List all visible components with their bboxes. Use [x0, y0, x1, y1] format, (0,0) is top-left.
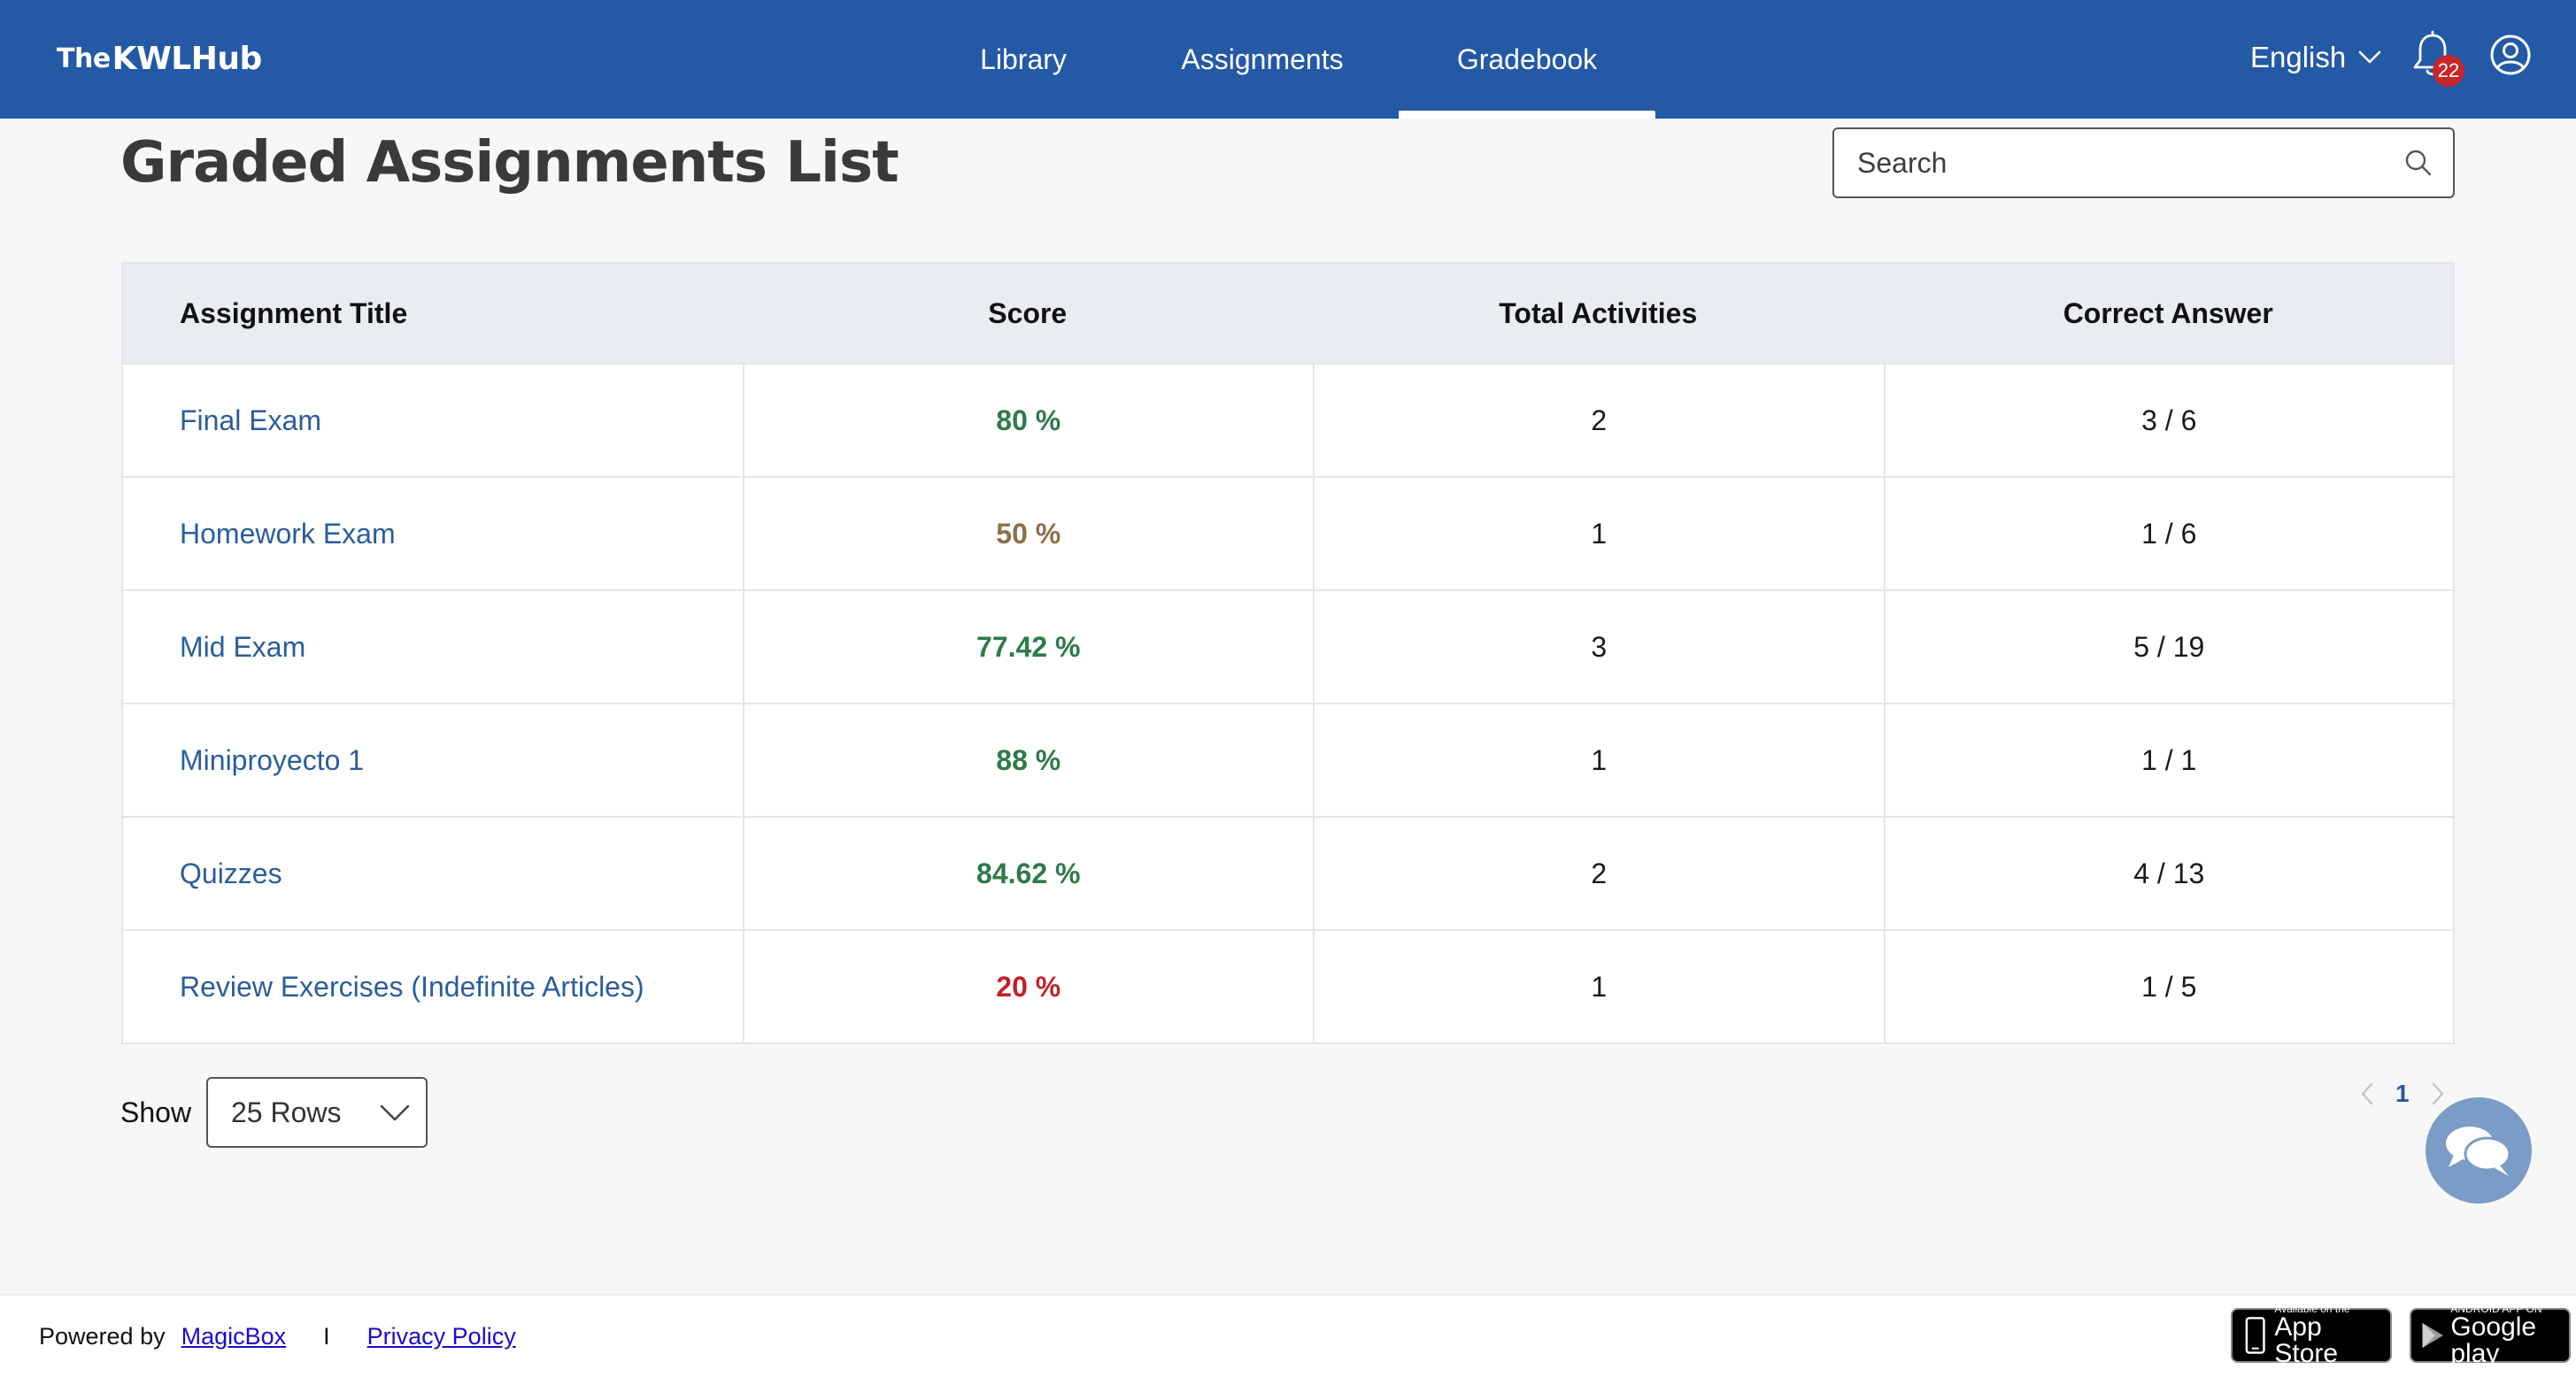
google-play-text: ANDROID APP ON Google play	[2450, 1304, 2569, 1367]
score-cell: 80 %	[742, 365, 1314, 476]
table-row: Miniproyecto 1 88 % 1 1 / 1	[123, 703, 2453, 816]
assignment-title-cell: Homework Exam	[123, 478, 743, 589]
nav-library[interactable]: Library	[961, 0, 1085, 119]
chevron-down-icon	[380, 1104, 410, 1121]
column-header-score: Score	[988, 296, 1068, 329]
powered-by-label: Powered by	[39, 1322, 166, 1350]
assignment-title-link[interactable]: Miniproyecto 1	[180, 743, 365, 776]
assignment-title-link[interactable]: Quizzes	[180, 857, 282, 889]
page-title: Graded Assignments List	[120, 130, 899, 196]
page-number-button[interactable]: 1	[2395, 1080, 2410, 1107]
score-cell: 20 %	[742, 931, 1314, 1042]
table-row: Quizzes 84.62 % 2 4 / 13	[123, 816, 2453, 929]
correct-answer-cell: 5 / 19	[1883, 591, 2454, 703]
score-cell: 77.42 %	[742, 591, 1314, 703]
next-page-button[interactable]	[2426, 1078, 2450, 1110]
score-value: 77.42 %	[976, 630, 1081, 663]
score-value: 88 %	[996, 743, 1061, 776]
search-input[interactable]	[1855, 129, 2378, 196]
total-activities-cell: 1	[1313, 931, 1884, 1042]
language-selector[interactable]: English	[2250, 35, 2381, 80]
total-activities-cell: 1	[1313, 704, 1884, 816]
score-value: 50 %	[996, 517, 1061, 550]
app-store-text: Available on the App Store	[2274, 1304, 2390, 1367]
total-activities-cell: 2	[1313, 365, 1884, 476]
column-header-total-activities: Total Activities	[1499, 296, 1698, 329]
table-row: Homework Exam 50 % 1 1 / 6	[123, 476, 2453, 589]
assignment-title-link[interactable]: Review Exercises (Indefinite Articles)	[180, 970, 644, 1003]
app-store-badge[interactable]: Available on the App Store	[2231, 1304, 2392, 1367]
magicbox-link[interactable]: MagicBox	[181, 1322, 287, 1350]
score-value: 80 %	[996, 404, 1061, 436]
chat-support-button[interactable]	[2426, 1097, 2532, 1204]
nav-assignments[interactable]: Assignments	[1165, 0, 1360, 119]
chevron-right-icon	[2432, 1082, 2443, 1105]
assignment-title-link[interactable]: Mid Exam	[180, 630, 306, 663]
table-header: Assignment Title Score Total Activities …	[123, 264, 2453, 363]
search-icon[interactable]	[2402, 147, 2434, 179]
search-box[interactable]	[1832, 127, 2455, 198]
total-activities-cell: 2	[1313, 818, 1884, 929]
rows-per-page-value: 25 Rows	[231, 1096, 342, 1128]
total-activities-cell: 3	[1313, 591, 1884, 703]
graded-assignments-table: Assignment Title Score Total Activities …	[121, 262, 2455, 1044]
score-value: 84.62 %	[976, 857, 1081, 889]
footer: Powered by MagicBox I Privacy Policy	[0, 1294, 2576, 1377]
correct-answer-cell: 1 / 5	[1883, 931, 2454, 1042]
app-store-big-text: App Store	[2274, 1312, 2339, 1368]
footer-separator: I	[323, 1322, 330, 1350]
column-header-assignment-title: Assignment Title	[180, 296, 408, 329]
assignment-title-link[interactable]: Homework Exam	[180, 517, 396, 550]
logo-main-text: KWLHub	[112, 40, 263, 77]
score-cell: 88 %	[742, 704, 1314, 816]
google-play-small-text: ANDROID APP ON	[2450, 1303, 2542, 1315]
kwlhub-logo[interactable]: The KWLHub	[57, 27, 262, 90]
footer-links: Powered by MagicBox I Privacy Policy	[39, 1319, 516, 1354]
top-navigation-bar: The KWLHub Library Assignments Gradebook…	[0, 0, 2576, 119]
table-row: Final Exam 80 % 2 3 / 6	[123, 363, 2453, 476]
correct-answer-cell: 1 / 6	[1883, 478, 2454, 589]
assignment-title-cell: Review Exercises (Indefinite Articles)	[123, 931, 743, 1042]
assignment-title-cell: Final Exam	[123, 365, 743, 476]
google-play-icon	[2422, 1322, 2443, 1349]
account-circle-icon[interactable]	[2489, 34, 2532, 76]
phone-icon	[2245, 1317, 2265, 1354]
correct-answer-cell: 4 / 13	[1883, 818, 2454, 929]
table-row: Review Exercises (Indefinite Articles) 2…	[123, 929, 2453, 1042]
score-cell: 50 %	[742, 478, 1314, 589]
correct-answer-cell: 3 / 6	[1883, 365, 2454, 476]
column-header-correct-answer: Correct Answer	[2063, 296, 2273, 329]
chevron-down-icon	[2358, 50, 2381, 64]
pagination: 1	[2355, 1074, 2450, 1113]
show-rows-label: Show	[120, 1096, 192, 1128]
privacy-policy-link[interactable]: Privacy Policy	[366, 1322, 516, 1350]
nav-gradebook-label: Gradebook	[1456, 42, 1598, 75]
assignment-title-cell: Miniproyecto 1	[123, 704, 743, 816]
correct-answer-cell: 1 / 1	[1883, 704, 2454, 816]
chevron-left-icon	[2361, 1082, 2373, 1105]
nav-library-label: Library	[980, 42, 1067, 75]
nav-gradebook[interactable]: Gradebook	[1399, 0, 1655, 119]
assignment-title-cell: Mid Exam	[123, 591, 743, 703]
table-row: Mid Exam 77.42 % 3 5 / 19	[123, 589, 2453, 703]
assignment-title-link[interactable]: Final Exam	[180, 404, 322, 436]
score-value: 20 %	[996, 970, 1061, 1003]
rows-per-page-select[interactable]: 25 Rows	[206, 1077, 428, 1148]
google-play-big-text: Google play	[2450, 1312, 2537, 1368]
app-store-small-text: Available on the	[2274, 1303, 2350, 1315]
logo-the-text: The	[57, 42, 111, 74]
chat-icon	[2446, 1127, 2511, 1176]
previous-page-button[interactable]	[2355, 1078, 2379, 1110]
notification-count-badge: 22	[2433, 55, 2464, 87]
nav-assignments-label: Assignments	[1181, 42, 1344, 75]
score-cell: 84.62 %	[742, 818, 1314, 929]
total-activities-cell: 1	[1313, 478, 1884, 589]
google-play-badge[interactable]: ANDROID APP ON Google play	[2410, 1304, 2571, 1367]
language-label: English	[2250, 41, 2347, 73]
assignment-title-cell: Quizzes	[123, 818, 743, 929]
